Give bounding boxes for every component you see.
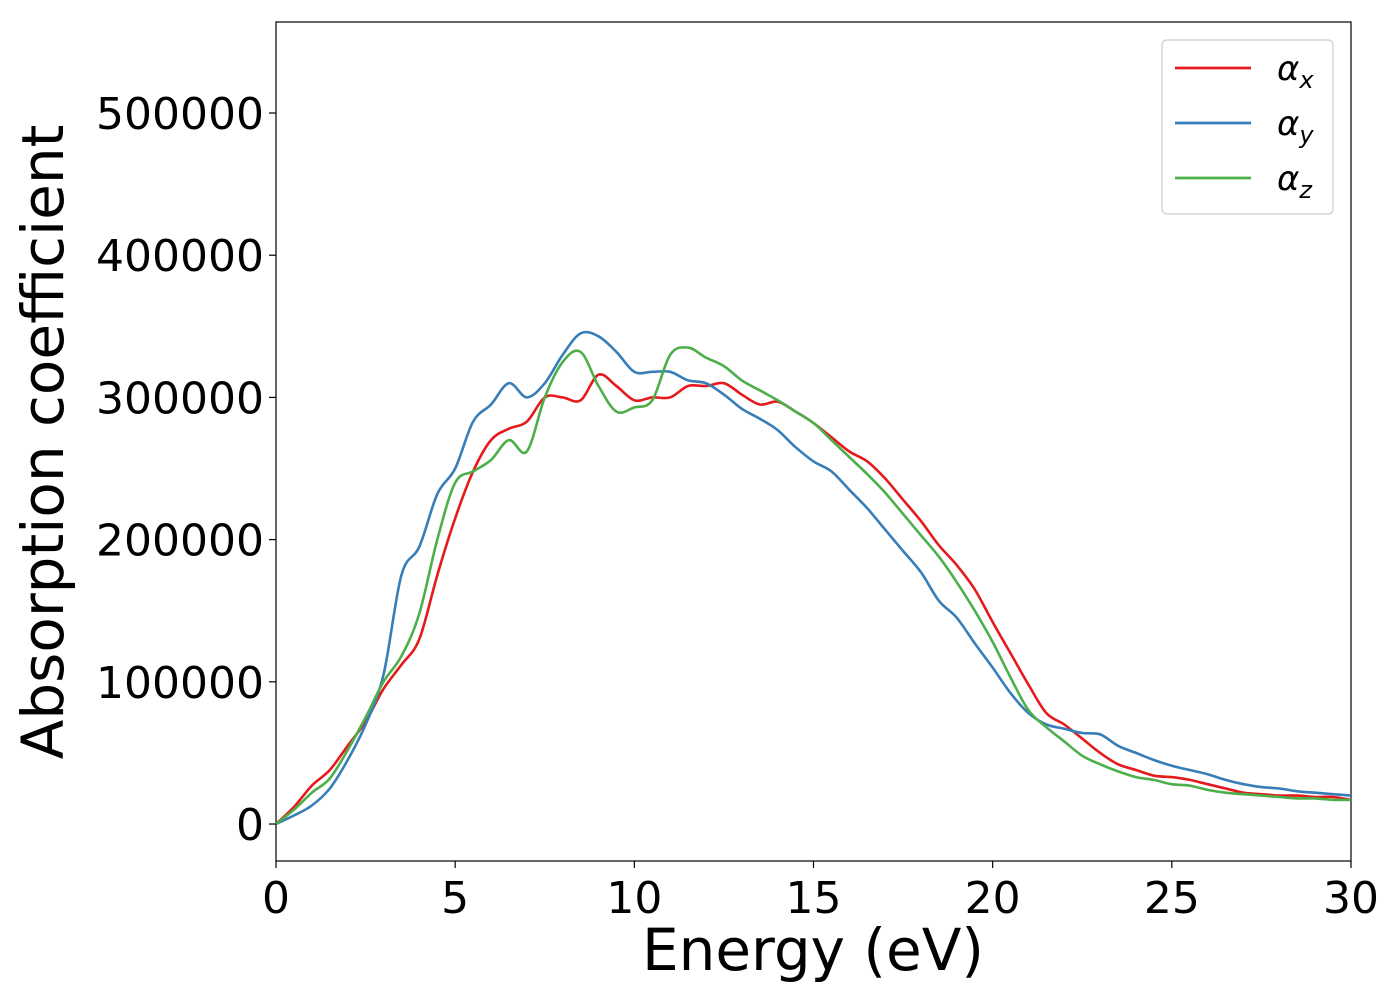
y-axis: 0 100000 200000 300000 400000 500000 xyxy=(96,89,276,851)
x-tick-label: 5 xyxy=(441,873,469,924)
legend-label: αy xyxy=(1277,104,1314,149)
x-axis-title: Energy (eV) xyxy=(642,916,984,984)
y-tick-label: 100000 xyxy=(96,658,264,709)
legend: αx αy αz xyxy=(1161,39,1334,215)
y-tick-label: 0 xyxy=(236,800,264,851)
legend-frame xyxy=(1161,39,1334,215)
series-line-z xyxy=(275,346,1352,826)
series-layer xyxy=(275,330,1352,826)
x-tick-label: 15 xyxy=(786,873,842,924)
legend-label: αz xyxy=(1277,159,1313,204)
x-axis: 0 5 10 15 20 25 30 xyxy=(262,861,1379,924)
legend-label: αx xyxy=(1277,49,1314,94)
legend-item-z: αz xyxy=(1175,159,1313,204)
series-line-y xyxy=(275,330,1352,826)
y-tick-label: 200000 xyxy=(96,516,264,567)
y-tick-label: 300000 xyxy=(96,373,264,424)
y-axis-title: Absorption coefficient xyxy=(9,125,77,760)
legend-item-x: αx xyxy=(1175,49,1314,94)
y-tick-label: 500000 xyxy=(96,89,264,140)
x-tick-label: 30 xyxy=(1323,873,1379,924)
legend-item-y: αy xyxy=(1175,104,1314,149)
x-tick-label: 0 xyxy=(262,873,290,924)
y-tick-label: 400000 xyxy=(96,231,264,282)
x-tick-label: 20 xyxy=(965,873,1021,924)
x-tick-label: 10 xyxy=(606,873,662,924)
x-tick-label: 25 xyxy=(1144,873,1200,924)
